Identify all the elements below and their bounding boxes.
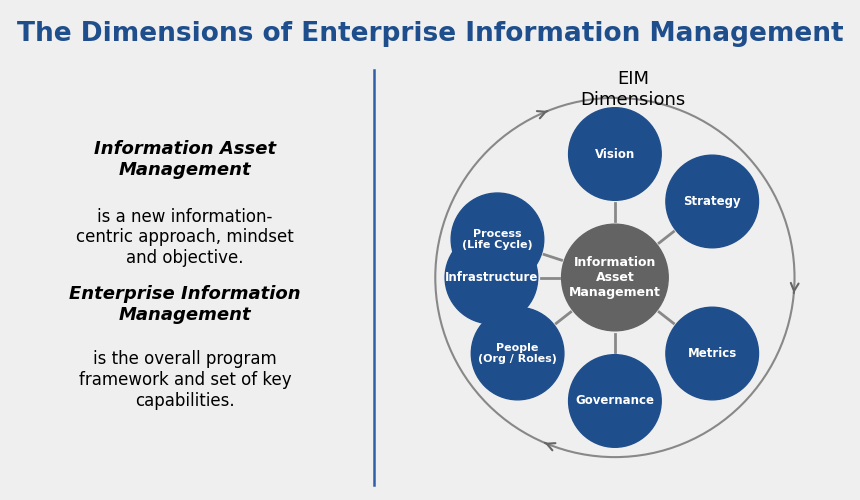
Circle shape — [568, 108, 661, 200]
Text: is a new information-
centric approach, mindset
and objective.: is a new information- centric approach, … — [76, 208, 294, 267]
Text: Information Asset
Management: Information Asset Management — [94, 140, 276, 179]
Text: Infrastructure: Infrastructure — [445, 271, 538, 284]
Text: Information
Asset
Management: Information Asset Management — [569, 256, 660, 299]
Text: Process
(Life Cycle): Process (Life Cycle) — [462, 228, 533, 250]
Text: Strategy: Strategy — [684, 195, 741, 208]
Text: Governance: Governance — [575, 394, 654, 407]
Circle shape — [471, 307, 564, 400]
Circle shape — [452, 193, 544, 286]
Text: is the overall program
framework and set of key
capabilities.: is the overall program framework and set… — [78, 350, 292, 410]
Circle shape — [666, 307, 759, 400]
Circle shape — [666, 155, 759, 248]
Text: People
(Org / Roles): People (Org / Roles) — [478, 342, 557, 364]
Circle shape — [568, 354, 661, 448]
Circle shape — [445, 231, 538, 324]
Text: The Dimensions of Enterprise Information Management: The Dimensions of Enterprise Information… — [16, 20, 844, 47]
Circle shape — [562, 224, 668, 331]
Text: Metrics: Metrics — [688, 347, 737, 360]
Text: EIM
Dimensions: EIM Dimensions — [580, 70, 685, 108]
Text: Enterprise Information
Management: Enterprise Information Management — [69, 285, 301, 324]
Text: Vision: Vision — [595, 148, 635, 160]
